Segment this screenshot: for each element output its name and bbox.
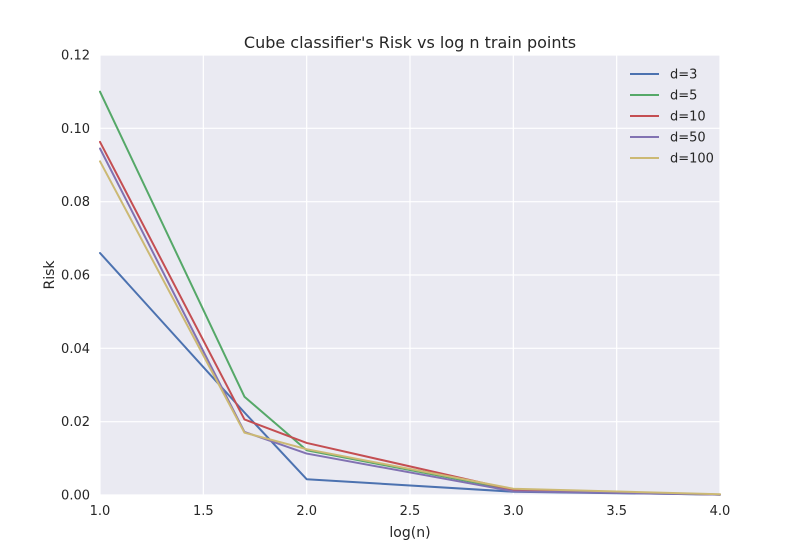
x-tick-label: 3.0 [503,504,524,519]
y-tick-label: 0.04 [61,342,90,357]
y-tick-label: 0.10 [61,122,90,137]
y-tick-label: 0.08 [61,195,90,210]
x-tick-label: 3.5 [606,504,627,519]
x-axis-label: log(n) [389,525,430,541]
gridlines [99,54,721,496]
legend-entry-label: d=5 [670,89,697,104]
series-lines [99,90,721,496]
legend: d=3 d=5 d=10 d=50 d=100 [630,68,714,167]
y-axis-label: Risk [42,260,58,290]
series-line-d-50 [99,147,721,496]
y-tick-label: 0.12 [61,49,90,64]
y-axis-ticks: 0.00 0.02 0.04 0.06 0.08 0.10 0.12 [61,49,90,504]
x-tick-label: 2.5 [400,504,421,519]
legend-entry-label: d=100 [670,152,714,167]
y-tick-label: 0.06 [61,269,90,284]
legend-entry-label: d=3 [670,68,697,83]
x-tick-label: 2.0 [296,504,317,519]
x-tick-label: 1.5 [193,504,214,519]
y-tick-label: 0.02 [61,415,90,430]
x-tick-label: 4.0 [710,504,731,519]
x-tick-label: 1.0 [90,504,111,519]
legend-entry-label: d=10 [670,110,706,125]
legend-entry-label: d=50 [670,131,706,146]
x-axis-ticks: 1.0 1.5 2.0 2.5 3.0 3.5 4.0 [90,504,731,519]
series-line-d-100 [99,160,721,496]
chart-title: Cube classifier's Risk vs log n train po… [244,33,576,52]
y-tick-label: 0.00 [61,489,90,504]
